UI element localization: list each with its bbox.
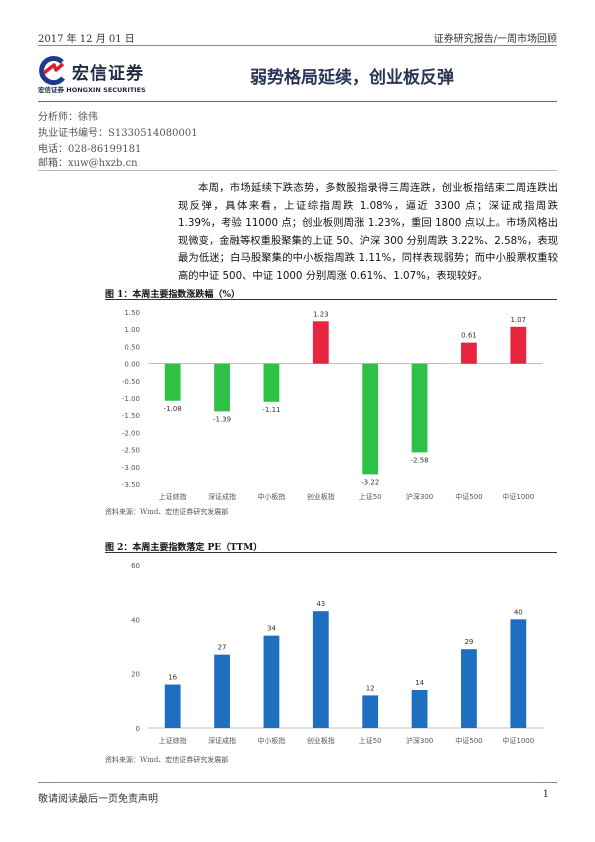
data-label: 16 bbox=[168, 674, 177, 682]
x-tick-label: 上证50 bbox=[359, 736, 382, 745]
report-type: 证券研究报告/一周市场回顾 bbox=[433, 34, 557, 45]
data-label: -1.11 bbox=[262, 406, 280, 414]
bar bbox=[362, 363, 379, 475]
header-divider bbox=[38, 45, 557, 46]
bar bbox=[510, 619, 527, 728]
chart-index-pe: 0 20 40 60 16 上证综指 27 深证成指 34 中小板指 43 创业板指 12 上证50 14 沪… bbox=[131, 562, 543, 745]
summary-paragraph: 本周，市场延续下跌态势，多数股指录得三周连跌，创业板指结束二周连跌出现反弹，具体… bbox=[178, 182, 558, 282]
x-tick-label: 上证综指 bbox=[159, 492, 187, 501]
x-tick-label: 上证综指 bbox=[159, 736, 187, 745]
data-label: 1.07 bbox=[511, 316, 527, 324]
license-number: 执业证书编号：S1330514080001 bbox=[38, 128, 198, 139]
y-tick-label: -3.50 bbox=[122, 481, 140, 489]
data-label: 34 bbox=[267, 625, 276, 633]
bar bbox=[510, 326, 527, 364]
bar bbox=[312, 321, 329, 364]
x-tick-label: 深证成指 bbox=[208, 736, 236, 745]
data-label: -1.08 bbox=[164, 405, 182, 413]
y-tick-label: 40 bbox=[131, 616, 140, 624]
data-label: -2.58 bbox=[411, 456, 429, 464]
data-label: 14 bbox=[415, 679, 424, 687]
bar bbox=[411, 363, 428, 453]
figure2-rule bbox=[105, 552, 557, 553]
y-tick-label: -2.50 bbox=[122, 447, 140, 455]
x-tick-label: 沪深300 bbox=[406, 736, 433, 745]
logo-mark-icon bbox=[39, 56, 65, 86]
data-label: 40 bbox=[514, 608, 523, 616]
bar bbox=[362, 695, 379, 728]
figure1-title: 图 1：本周主要指数涨跌幅（%） bbox=[105, 290, 240, 300]
x-tick-label: 深证成指 bbox=[208, 492, 236, 501]
bar bbox=[164, 684, 181, 728]
x-tick-label: 中小板指 bbox=[257, 736, 285, 745]
x-tick-label: 沪深300 bbox=[406, 492, 433, 501]
y-tick-label: 0.50 bbox=[124, 343, 140, 351]
bar bbox=[214, 654, 230, 728]
figure2-source: 资料来源：Wind、宏信证券研究发展部 bbox=[105, 756, 229, 764]
x-tick-label: 中证1000 bbox=[502, 492, 534, 501]
author-divider bbox=[38, 170, 557, 171]
figure1-rule bbox=[105, 299, 557, 300]
data-label: 1.23 bbox=[313, 310, 329, 318]
y-tick-label: 0 bbox=[136, 725, 140, 733]
bar bbox=[164, 363, 181, 401]
y-tick-label: -0.50 bbox=[122, 378, 140, 386]
bar bbox=[312, 611, 329, 728]
y-tick-label: -2.00 bbox=[122, 429, 140, 437]
y-tick-label: -1.00 bbox=[122, 395, 140, 403]
y-tick-label: 60 bbox=[131, 562, 140, 570]
figure2-title: 图 2：本周主要指数落定 PE（TTM） bbox=[105, 543, 263, 553]
x-tick-label: 创业板指 bbox=[307, 736, 335, 745]
y-tick-label: 1.00 bbox=[124, 326, 140, 334]
page-title: 弱势格局延续，创业板反弹 bbox=[250, 68, 454, 88]
y-tick-label: 20 bbox=[131, 671, 140, 679]
logo-name-cn: 宏信证券 bbox=[72, 64, 144, 84]
x-tick-label: 中证500 bbox=[455, 736, 482, 745]
bar bbox=[214, 363, 230, 412]
y-tick-label: -1.50 bbox=[122, 412, 140, 420]
title-divider bbox=[38, 101, 557, 102]
footer-divider bbox=[38, 782, 557, 783]
x-tick-label: 创业板指 bbox=[307, 492, 335, 501]
report-date: 2017 年 12 月 01 日 bbox=[38, 34, 135, 45]
logo-name-en: 宏信证券 HONGXIN SECURITIES bbox=[38, 86, 146, 94]
data-label: -3.22 bbox=[361, 478, 379, 486]
y-tick-label: 0.00 bbox=[124, 361, 140, 369]
bar bbox=[411, 689, 428, 728]
data-label: 29 bbox=[464, 638, 473, 646]
x-tick-label: 中证1000 bbox=[502, 736, 534, 745]
phone-number: 电话：028-86199181 bbox=[38, 144, 142, 155]
company-logo: 宏信证券 宏信证券 HONGXIN SECURITIES bbox=[36, 54, 166, 98]
page-number: 1 bbox=[542, 789, 549, 800]
chart-index-change: -3.50 -3.00 -2.50 -2.00 -1.50 -1.00 -0.50 0.00 0… bbox=[122, 309, 543, 501]
x-tick-label: 上证50 bbox=[359, 492, 382, 501]
bar bbox=[263, 635, 280, 728]
figure1-source: 资料来源：Wind、宏信证券研究发展部 bbox=[105, 508, 229, 516]
data-label: 0.61 bbox=[461, 332, 477, 340]
data-label: 27 bbox=[218, 644, 227, 652]
x-tick-label: 中证500 bbox=[455, 492, 482, 501]
bar bbox=[461, 649, 477, 728]
disclaimer-note: 敬请阅读最后一页免责声明 bbox=[38, 794, 158, 805]
data-label: 12 bbox=[366, 684, 375, 692]
y-tick-label: -3.00 bbox=[122, 464, 140, 472]
data-label: -1.39 bbox=[213, 415, 231, 423]
bar bbox=[263, 363, 280, 402]
bar bbox=[461, 342, 477, 364]
x-tick-label: 中小板指 bbox=[257, 492, 285, 501]
email-address: 邮箱：xuw@hxzb.cn bbox=[38, 158, 138, 169]
y-tick-label: 1.50 bbox=[124, 309, 140, 317]
analyst-name: 分析师：徐伟 bbox=[38, 112, 98, 123]
data-label: 43 bbox=[316, 600, 325, 608]
